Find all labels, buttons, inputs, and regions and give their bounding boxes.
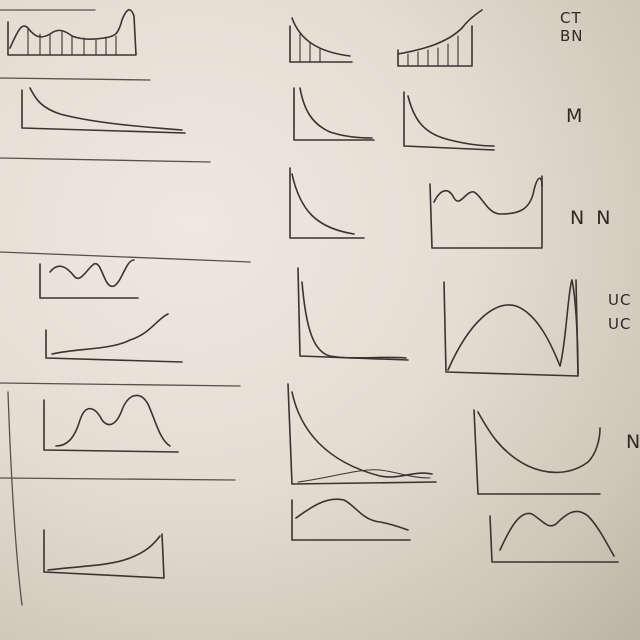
- divider-line: [0, 157, 211, 163]
- sketch-bottom-left: [43, 529, 165, 579]
- label-uc-1: UC: [608, 291, 632, 309]
- sketch-wavy-curve: [39, 259, 139, 299]
- divider-line: [0, 382, 241, 387]
- divider-line: [0, 477, 236, 481]
- sketch-right-1: [397, 9, 483, 67]
- sketch-mid-4: [297, 267, 409, 361]
- sketch-histogram-top-left: [7, 8, 137, 56]
- sketch-right-3: [429, 175, 543, 249]
- divider-line: [0, 77, 151, 81]
- sketch-right-5: [473, 409, 601, 495]
- vertical-line: [7, 391, 23, 606]
- sketch-mid-6: [291, 498, 411, 541]
- sketch-mid-3: [289, 167, 365, 239]
- label-uc-2: UC: [608, 315, 632, 333]
- label-right-partial: N: [626, 431, 640, 453]
- label-bn: BN: [560, 27, 584, 45]
- sketch-mid-1: [289, 17, 353, 63]
- sketch-mid-5: [287, 383, 437, 485]
- sketch-right-6: [489, 510, 619, 563]
- divider-line: [0, 251, 251, 263]
- sketch-decay-curve: [21, 87, 186, 134]
- sketch-mid-2: [293, 87, 375, 141]
- sketch-right-4: [443, 279, 579, 377]
- sketch-bimodal-curve: [43, 394, 179, 453]
- label-nn: N N: [570, 207, 614, 229]
- label-m: M: [566, 105, 586, 127]
- label-ct: CT: [560, 9, 582, 27]
- sketch-rising-curve: [45, 313, 183, 363]
- sketch-right-2: [403, 91, 495, 151]
